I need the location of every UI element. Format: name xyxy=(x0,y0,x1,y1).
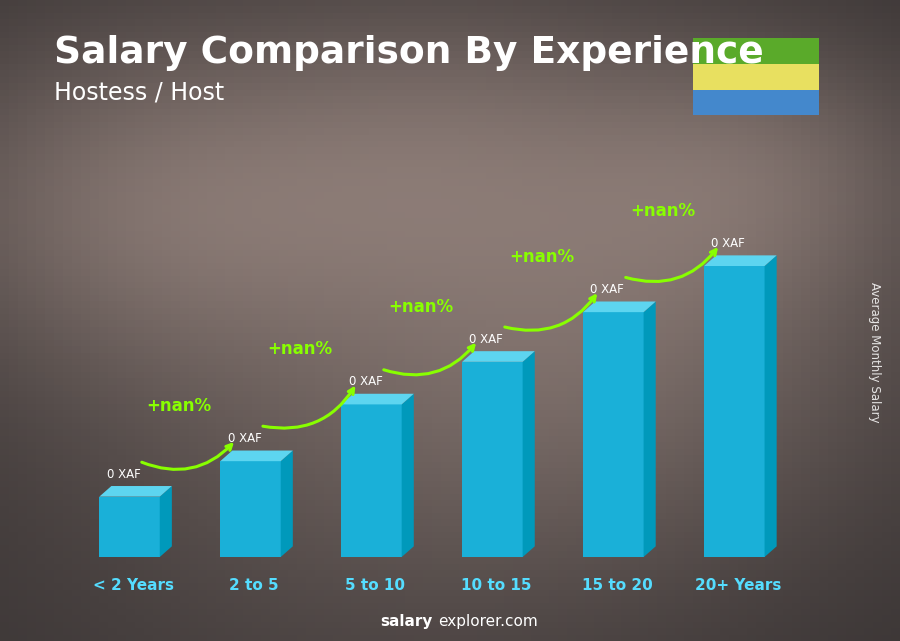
Text: explorer.com: explorer.com xyxy=(438,615,538,629)
Text: +nan%: +nan% xyxy=(389,297,454,315)
Polygon shape xyxy=(341,394,414,404)
Text: +nan%: +nan% xyxy=(509,248,574,266)
Text: +nan%: +nan% xyxy=(267,340,333,358)
Text: 0 XAF: 0 XAF xyxy=(470,333,503,346)
Polygon shape xyxy=(463,351,535,362)
Bar xyxy=(693,38,819,64)
Polygon shape xyxy=(583,301,656,312)
Text: Hostess / Host: Hostess / Host xyxy=(54,80,224,104)
Polygon shape xyxy=(704,255,777,266)
Text: +nan%: +nan% xyxy=(147,397,212,415)
Text: Average Monthly Salary: Average Monthly Salary xyxy=(868,282,881,423)
Bar xyxy=(341,404,401,557)
Polygon shape xyxy=(401,394,414,557)
Polygon shape xyxy=(220,451,292,461)
Text: 5 to 10: 5 to 10 xyxy=(345,578,405,594)
Bar xyxy=(463,362,523,557)
Text: 15 to 20: 15 to 20 xyxy=(581,578,652,594)
Polygon shape xyxy=(765,255,777,557)
Text: 0 XAF: 0 XAF xyxy=(711,237,745,250)
Text: Salary Comparison By Experience: Salary Comparison By Experience xyxy=(54,35,764,71)
Bar xyxy=(693,90,819,115)
Text: 0 XAF: 0 XAF xyxy=(348,376,382,388)
Polygon shape xyxy=(281,451,292,557)
Polygon shape xyxy=(523,351,535,557)
Text: 20+ Years: 20+ Years xyxy=(695,578,781,594)
Text: +nan%: +nan% xyxy=(630,202,696,220)
Text: salary: salary xyxy=(380,615,432,629)
Polygon shape xyxy=(160,486,172,557)
Text: 0 XAF: 0 XAF xyxy=(590,283,625,296)
Bar xyxy=(99,497,160,557)
Polygon shape xyxy=(99,486,172,497)
Bar xyxy=(693,64,819,90)
Text: 2 to 5: 2 to 5 xyxy=(230,578,279,594)
Polygon shape xyxy=(644,301,656,557)
Bar xyxy=(704,266,765,557)
Bar xyxy=(583,312,644,557)
Bar xyxy=(220,461,281,557)
Text: 0 XAF: 0 XAF xyxy=(106,468,140,481)
Text: < 2 Years: < 2 Years xyxy=(93,578,174,594)
Text: 10 to 15: 10 to 15 xyxy=(461,578,531,594)
Text: 0 XAF: 0 XAF xyxy=(228,432,261,445)
